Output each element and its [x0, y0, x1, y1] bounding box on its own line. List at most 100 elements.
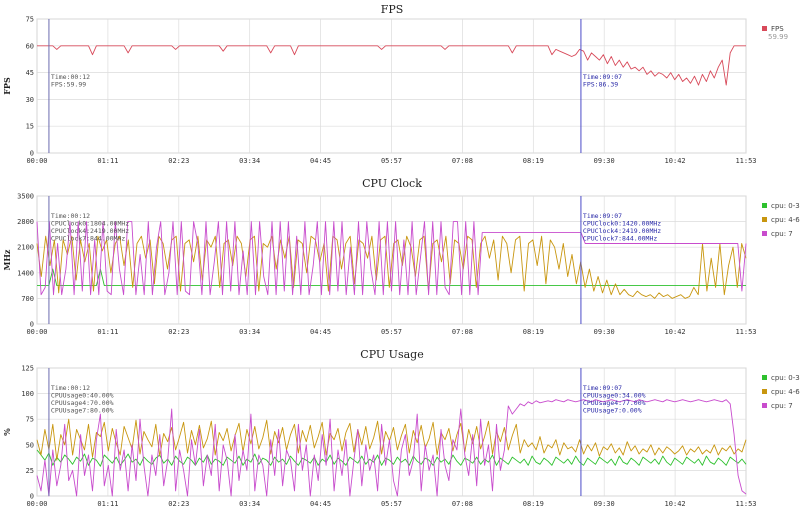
- y-tick-label: 2100: [17, 244, 34, 252]
- legend-label[interactable]: cpu: 7: [771, 230, 793, 238]
- legend-swatch: [762, 203, 767, 208]
- cursor-readout: Time:00:12: [51, 212, 90, 220]
- x-tick-label: 02:23: [168, 328, 189, 336]
- cursor-readout: CPUUsage4:70.00%: [51, 399, 114, 407]
- x-tick-label: 03:34: [239, 500, 260, 508]
- x-tick-label: 09:30: [594, 328, 615, 336]
- x-tick-label: 08:19: [523, 157, 544, 165]
- x-tick-label: 00:00: [26, 157, 47, 165]
- x-tick-label: 00:00: [26, 500, 47, 508]
- cursor-readout: CPUUsage7:0.00%: [583, 407, 642, 415]
- x-tick-label: 11:53: [735, 157, 756, 165]
- cursor-readout: FPS:59.99: [51, 81, 86, 89]
- legend-swatch: [762, 231, 767, 236]
- y-axis-label: FPS: [2, 77, 12, 95]
- series-line: [36, 235, 747, 299]
- legend-label[interactable]: FPS: [771, 25, 784, 33]
- y-axis-label: MHz: [2, 249, 12, 270]
- cursor-readout: CPUClock7:844.00MHz: [583, 235, 657, 243]
- y-tick-label: 50: [26, 441, 34, 449]
- x-tick-label: 10:42: [665, 157, 686, 165]
- chart-title: CPU Usage: [360, 348, 423, 361]
- cursor-readout: CPUUsage4:77.00%: [583, 399, 646, 407]
- cursor-readout: CPUClock4:2419.00MHz: [51, 227, 129, 235]
- y-tick-label: 2800: [17, 218, 34, 226]
- x-tick-label: 11:53: [735, 500, 756, 508]
- cursor-readout: FPS:86.39: [583, 81, 618, 89]
- x-tick-label: 04:45: [310, 500, 331, 508]
- x-tick-label: 10:42: [665, 500, 686, 508]
- cursor-readout: Time:00:12: [51, 384, 90, 392]
- x-tick-label: 02:23: [168, 500, 189, 508]
- x-tick-label: 07:08: [452, 328, 473, 336]
- x-tick-label: 04:45: [310, 157, 331, 165]
- legend-swatch: [762, 26, 767, 31]
- cursor-readout: Time:09:07: [583, 73, 622, 81]
- x-tick-label: 08:19: [523, 328, 544, 336]
- series-line: [36, 399, 747, 497]
- x-tick-label: 04:45: [310, 328, 331, 336]
- legend-label[interactable]: cpu: 7: [771, 402, 793, 410]
- legend-label[interactable]: cpu: 0-3: [771, 202, 800, 210]
- legend-swatch: [762, 389, 767, 394]
- y-tick-label: 125: [21, 365, 34, 373]
- cursor-readout: CPUUsage0:40.00%: [51, 392, 114, 400]
- chart-clock: CPU Clock 0 700 1400 2100 2800 3500 00:00 01:11 0…: [2, 177, 800, 336]
- legend-swatch: [762, 403, 767, 408]
- y-tick-label: 15: [26, 123, 34, 131]
- x-tick-label: 07:08: [452, 157, 473, 165]
- y-tick-label: 700: [21, 295, 34, 303]
- x-tick-label: 09:30: [594, 157, 615, 165]
- legend-swatch: [762, 375, 767, 380]
- x-tick-label: 05:57: [381, 328, 402, 336]
- y-axis-label: %: [2, 428, 12, 436]
- cursor-readout: CPUClock0:1420.00MHz: [583, 220, 661, 228]
- cursor-readout: CPUUsage0:34.00%: [583, 392, 646, 400]
- y-tick-label: 100: [21, 390, 34, 398]
- cursor-readout: Time:09:07: [583, 212, 622, 220]
- x-tick-label: 01:11: [97, 500, 118, 508]
- y-tick-label: 0: [30, 493, 34, 501]
- chart-usage: CPU Usage 0 25 50 75 100 125 00:00 01:11 02:23 03:…: [2, 348, 800, 508]
- cursor-readout: Time:00:12: [51, 73, 90, 81]
- x-tick-label: 09:30: [594, 500, 615, 508]
- y-tick-label: 0: [30, 321, 34, 329]
- legend-label[interactable]: cpu: 4-6: [771, 388, 800, 396]
- x-tick-label: 01:11: [97, 157, 118, 165]
- chart-title: FPS: [381, 3, 404, 16]
- cursor-readout: CPUClock4:2419.00MHz: [583, 227, 661, 235]
- legend-value: 59.99: [768, 33, 788, 41]
- x-tick-label: 01:11: [97, 328, 118, 336]
- y-tick-label: 0: [30, 150, 34, 158]
- y-tick-label: 75: [26, 16, 34, 24]
- y-tick-label: 60: [26, 42, 34, 50]
- x-tick-label: 08:19: [523, 500, 544, 508]
- y-tick-label: 3500: [17, 193, 34, 201]
- x-tick-label: 05:57: [381, 500, 402, 508]
- chart-title: CPU Clock: [362, 177, 422, 190]
- legend-label[interactable]: cpu: 0-3: [771, 374, 800, 382]
- cursor-readout: CPUUsage7:80.00%: [51, 407, 114, 415]
- y-tick-label: 75: [26, 416, 34, 424]
- cursor-readout: Time:09:07: [583, 384, 622, 392]
- y-tick-label: 45: [26, 69, 34, 77]
- legend-swatch: [762, 217, 767, 222]
- x-tick-label: 02:23: [168, 157, 189, 165]
- cursor-readout: CPUClock7:844.00MHz: [51, 235, 125, 243]
- y-tick-label: 30: [26, 96, 34, 104]
- series-line: [36, 221, 747, 296]
- x-tick-label: 00:00: [26, 328, 47, 336]
- x-tick-label: 05:57: [381, 157, 402, 165]
- series-line: [36, 418, 747, 461]
- x-tick-label: 07:08: [452, 500, 473, 508]
- series-line: [37, 45, 746, 86]
- cursor-readout: CPUClock0:1804.00MHz: [51, 220, 129, 228]
- x-tick-label: 03:34: [239, 328, 260, 336]
- y-tick-label: 1400: [17, 269, 34, 277]
- legend-label[interactable]: cpu: 4-6: [771, 216, 800, 224]
- y-tick-label: 25: [26, 467, 34, 475]
- x-tick-label: 10:42: [665, 328, 686, 336]
- x-tick-label: 11:53: [735, 328, 756, 336]
- chart-fps: FPS 0 15 30 45 60 75 00:00 01:11 02:23 03:34 04:45 0…: [2, 3, 788, 165]
